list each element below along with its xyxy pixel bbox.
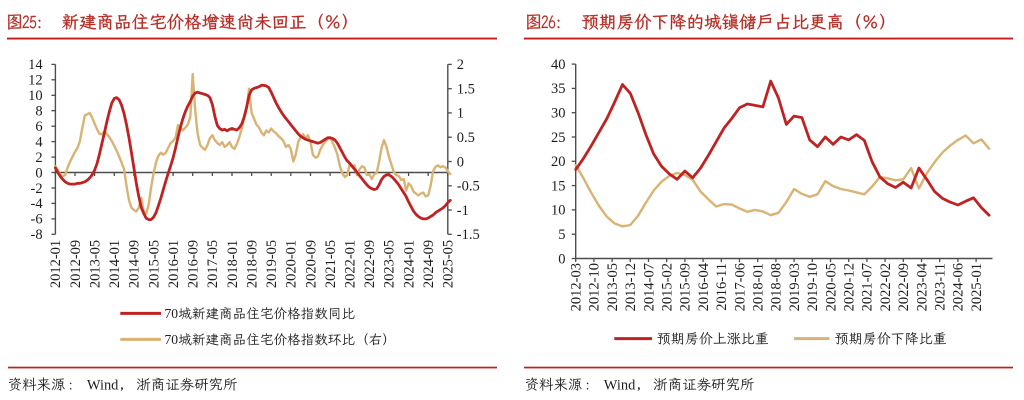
svg-text:2024-06: 2024-06	[951, 263, 967, 311]
svg-text:10: 10	[551, 203, 566, 219]
svg-text:0: 0	[35, 165, 42, 181]
svg-text:2013-12: 2013-12	[623, 263, 639, 311]
svg-text:2020-01: 2020-01	[284, 240, 300, 288]
svg-text:2: 2	[35, 150, 42, 166]
svg-text:2012-01: 2012-01	[48, 240, 64, 288]
svg-text:2018-01: 2018-01	[751, 263, 767, 311]
svg-text:0.5: 0.5	[457, 130, 475, 146]
svg-text:2017-05: 2017-05	[205, 240, 221, 288]
svg-text:12: 12	[28, 73, 43, 89]
svg-text:2024-09: 2024-09	[421, 240, 437, 288]
svg-text:70: 70	[165, 306, 179, 321]
svg-text:-8: -8	[31, 227, 43, 243]
svg-text:2022-09: 2022-09	[896, 263, 912, 311]
svg-text:2023-05: 2023-05	[382, 240, 398, 288]
svg-text:6: 6	[35, 119, 42, 135]
svg-text:2019-05: 2019-05	[264, 240, 280, 288]
svg-text:2025-05: 2025-05	[441, 240, 457, 288]
svg-text:40: 40	[551, 57, 566, 73]
svg-text:25: 25	[551, 130, 566, 146]
svg-text:2016-01: 2016-01	[166, 240, 182, 288]
svg-text:14: 14	[28, 57, 43, 73]
svg-text:2023-04: 2023-04	[914, 262, 930, 311]
svg-text:1.5: 1.5	[457, 82, 475, 98]
svg-text:2024-01: 2024-01	[401, 240, 417, 288]
svg-text:Wind: Wind	[87, 377, 119, 393]
svg-text:30: 30	[551, 106, 566, 122]
svg-text:2016-09: 2016-09	[186, 240, 202, 288]
svg-text:2020-09: 2020-09	[303, 240, 319, 288]
svg-text:2014-01: 2014-01	[107, 240, 123, 288]
svg-text:2013-05: 2013-05	[605, 263, 621, 311]
svg-text:-0.5: -0.5	[457, 179, 480, 195]
svg-text:2012-09: 2012-09	[68, 240, 84, 288]
svg-text:2018-08: 2018-08	[769, 263, 785, 311]
svg-text:2012-10: 2012-10	[587, 263, 603, 311]
svg-text:-4: -4	[31, 196, 44, 212]
svg-text:5: 5	[558, 227, 565, 243]
svg-text:2021-05: 2021-05	[323, 240, 339, 288]
svg-text:20: 20	[551, 154, 566, 170]
svg-text:2020-12: 2020-12	[842, 263, 858, 311]
svg-text:2015-02: 2015-02	[660, 263, 676, 311]
svg-text:0: 0	[558, 251, 565, 267]
svg-text:8: 8	[35, 104, 42, 120]
svg-text:2022-02: 2022-02	[878, 263, 894, 311]
svg-text:-2: -2	[31, 181, 43, 197]
svg-text:2021-07: 2021-07	[860, 263, 876, 311]
svg-text:Wind: Wind	[604, 377, 636, 393]
svg-text:2022-09: 2022-09	[362, 240, 378, 288]
svg-text:4: 4	[35, 134, 43, 150]
svg-text:2016-11: 2016-11	[714, 263, 730, 311]
svg-text:1: 1	[457, 106, 464, 122]
svg-text:35: 35	[551, 81, 566, 97]
svg-text:2025-01: 2025-01	[969, 263, 985, 311]
svg-text:2014-07: 2014-07	[641, 263, 657, 311]
svg-text:-1: -1	[457, 203, 469, 219]
svg-text:2019-03: 2019-03	[787, 263, 803, 311]
svg-text:2018-09: 2018-09	[244, 240, 260, 288]
svg-text:2015-09: 2015-09	[678, 263, 694, 311]
svg-text:2023-11: 2023-11	[933, 263, 949, 311]
svg-text:2020-05: 2020-05	[823, 263, 839, 311]
svg-text:2022-01: 2022-01	[343, 240, 359, 288]
svg-text:2017-06: 2017-06	[732, 263, 748, 311]
svg-text:2016-04: 2016-04	[696, 262, 712, 311]
svg-text:10: 10	[28, 88, 43, 104]
svg-text:-6: -6	[31, 212, 43, 228]
svg-text:2012-03: 2012-03	[569, 263, 585, 311]
svg-text:2013-05: 2013-05	[87, 240, 103, 288]
svg-text:2: 2	[457, 57, 464, 73]
svg-text:2014-09: 2014-09	[127, 240, 143, 288]
svg-text:2019-10: 2019-10	[805, 263, 821, 311]
svg-text:2015-05: 2015-05	[146, 240, 162, 288]
svg-text:0: 0	[457, 154, 464, 170]
svg-text:-1.5: -1.5	[457, 227, 480, 243]
svg-text:2018-01: 2018-01	[225, 240, 241, 288]
svg-text:15: 15	[551, 178, 566, 194]
svg-text:70: 70	[165, 332, 179, 347]
